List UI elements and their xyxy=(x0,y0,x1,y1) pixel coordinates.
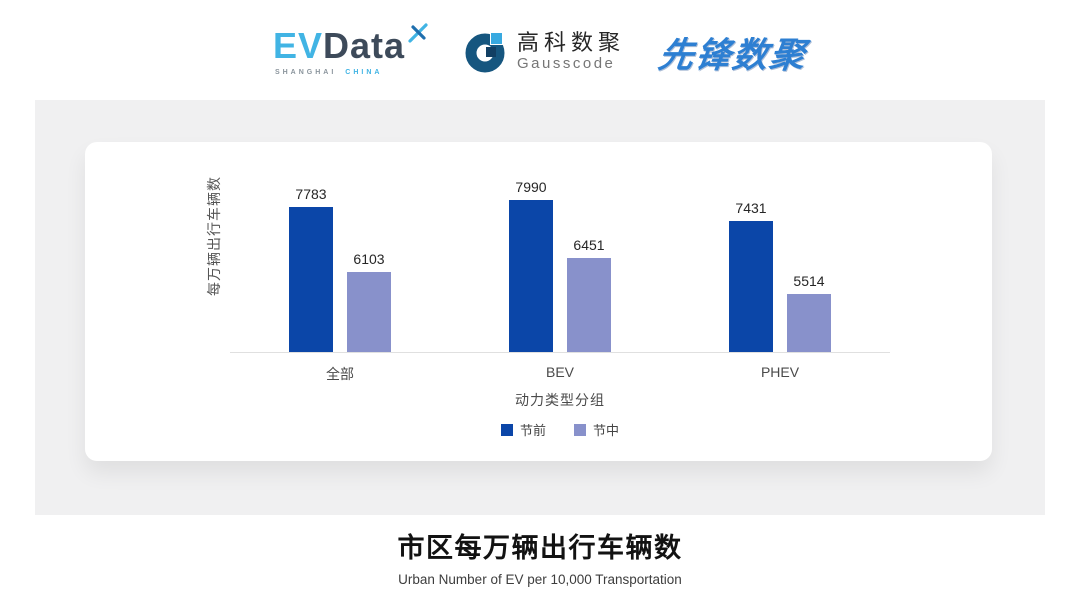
bar-value-label: 5514 xyxy=(793,273,825,290)
evdata-logo: EV Data SHANGHAI CHINA xyxy=(272,23,429,76)
legend-swatch xyxy=(574,423,586,436)
chart-panel: 每万辆出行车辆数 7783 6103 7990 6451 7431 5514 全部 BEV P… xyxy=(35,100,1045,515)
bar-group: 7990 6451 xyxy=(509,178,611,352)
bar xyxy=(567,258,611,352)
bar-group: 7431 5514 xyxy=(729,200,831,352)
bar-value-label: 7990 xyxy=(515,178,547,195)
legend: 节前 节中 xyxy=(230,420,890,439)
legend-label: 节前 xyxy=(519,423,546,438)
gausscode-logo: 高科数聚 Gausscode xyxy=(463,30,625,74)
caption: 市区每万辆出行车辆数 Urban Number of EV per 10,000… xyxy=(0,526,1080,587)
evdata-ev-text: EV xyxy=(272,25,323,66)
bar xyxy=(787,294,831,352)
gausscode-cn-text: 高科数聚 xyxy=(517,30,626,56)
bar-group: 7783 6103 xyxy=(289,186,391,352)
bar-value-label: 7783 xyxy=(295,186,327,203)
evdata-data-text: Data xyxy=(322,25,406,66)
bar xyxy=(289,207,333,352)
chart-title: 市区每万辆出行车辆数 xyxy=(397,533,683,563)
bar xyxy=(729,220,773,352)
category-row: 全部 BEV PHEV xyxy=(230,364,890,384)
chart-card: 每万辆出行车辆数 7783 6103 7990 6451 7431 5514 全部 BEV P… xyxy=(85,142,992,461)
legend-item: 节中 xyxy=(574,420,619,439)
gausscode-text: 高科数聚 Gausscode xyxy=(517,30,626,73)
x-axis-label: 动力类型分组 xyxy=(515,392,605,408)
bar-value-label: 7431 xyxy=(735,199,767,216)
category-label: PHEV xyxy=(760,364,800,380)
y-axis-label: 每万辆出行车辆数 xyxy=(206,176,222,296)
bar-column: 7990 xyxy=(509,178,553,352)
bar-column: 5514 xyxy=(787,273,831,352)
gausscode-en-text: Gausscode xyxy=(517,55,616,73)
x-axis-line xyxy=(230,352,890,353)
bar-value-label: 6103 xyxy=(353,250,385,267)
evdata-wordmark: EV Data xyxy=(272,23,429,66)
bar-value-label: 6451 xyxy=(573,237,605,254)
legend-swatch xyxy=(500,423,513,436)
bar-column: 6451 xyxy=(567,237,611,352)
bar-column: 6103 xyxy=(347,251,391,352)
evdata-subtitle: SHANGHAI CHINA xyxy=(273,69,383,76)
legend-label: 节中 xyxy=(593,423,620,438)
g-ring-icon xyxy=(465,30,508,73)
bar xyxy=(347,271,391,352)
logo-header: EV Data SHANGHAI CHINA 高科数聚 Gausscode xyxy=(0,22,1080,82)
evdata-shanghai-text: SHANGHAI xyxy=(274,69,337,76)
evdata-china-text: CHINA xyxy=(345,69,383,76)
bar-column: 7431 xyxy=(729,200,773,352)
sparkle-x-icon xyxy=(408,23,428,43)
legend-item: 节前 xyxy=(500,420,546,439)
pioneer-logo: 先锋数聚 xyxy=(655,35,810,75)
chart-subtitle: Urban Number of EV per 10,000 Transporta… xyxy=(398,572,682,587)
bar xyxy=(509,199,553,352)
category-label: BEV xyxy=(545,364,574,380)
bar-column: 7783 xyxy=(289,186,333,352)
category-label: 全部 xyxy=(326,366,354,382)
plot-area: 7783 6103 7990 6451 7431 5514 xyxy=(230,178,890,352)
